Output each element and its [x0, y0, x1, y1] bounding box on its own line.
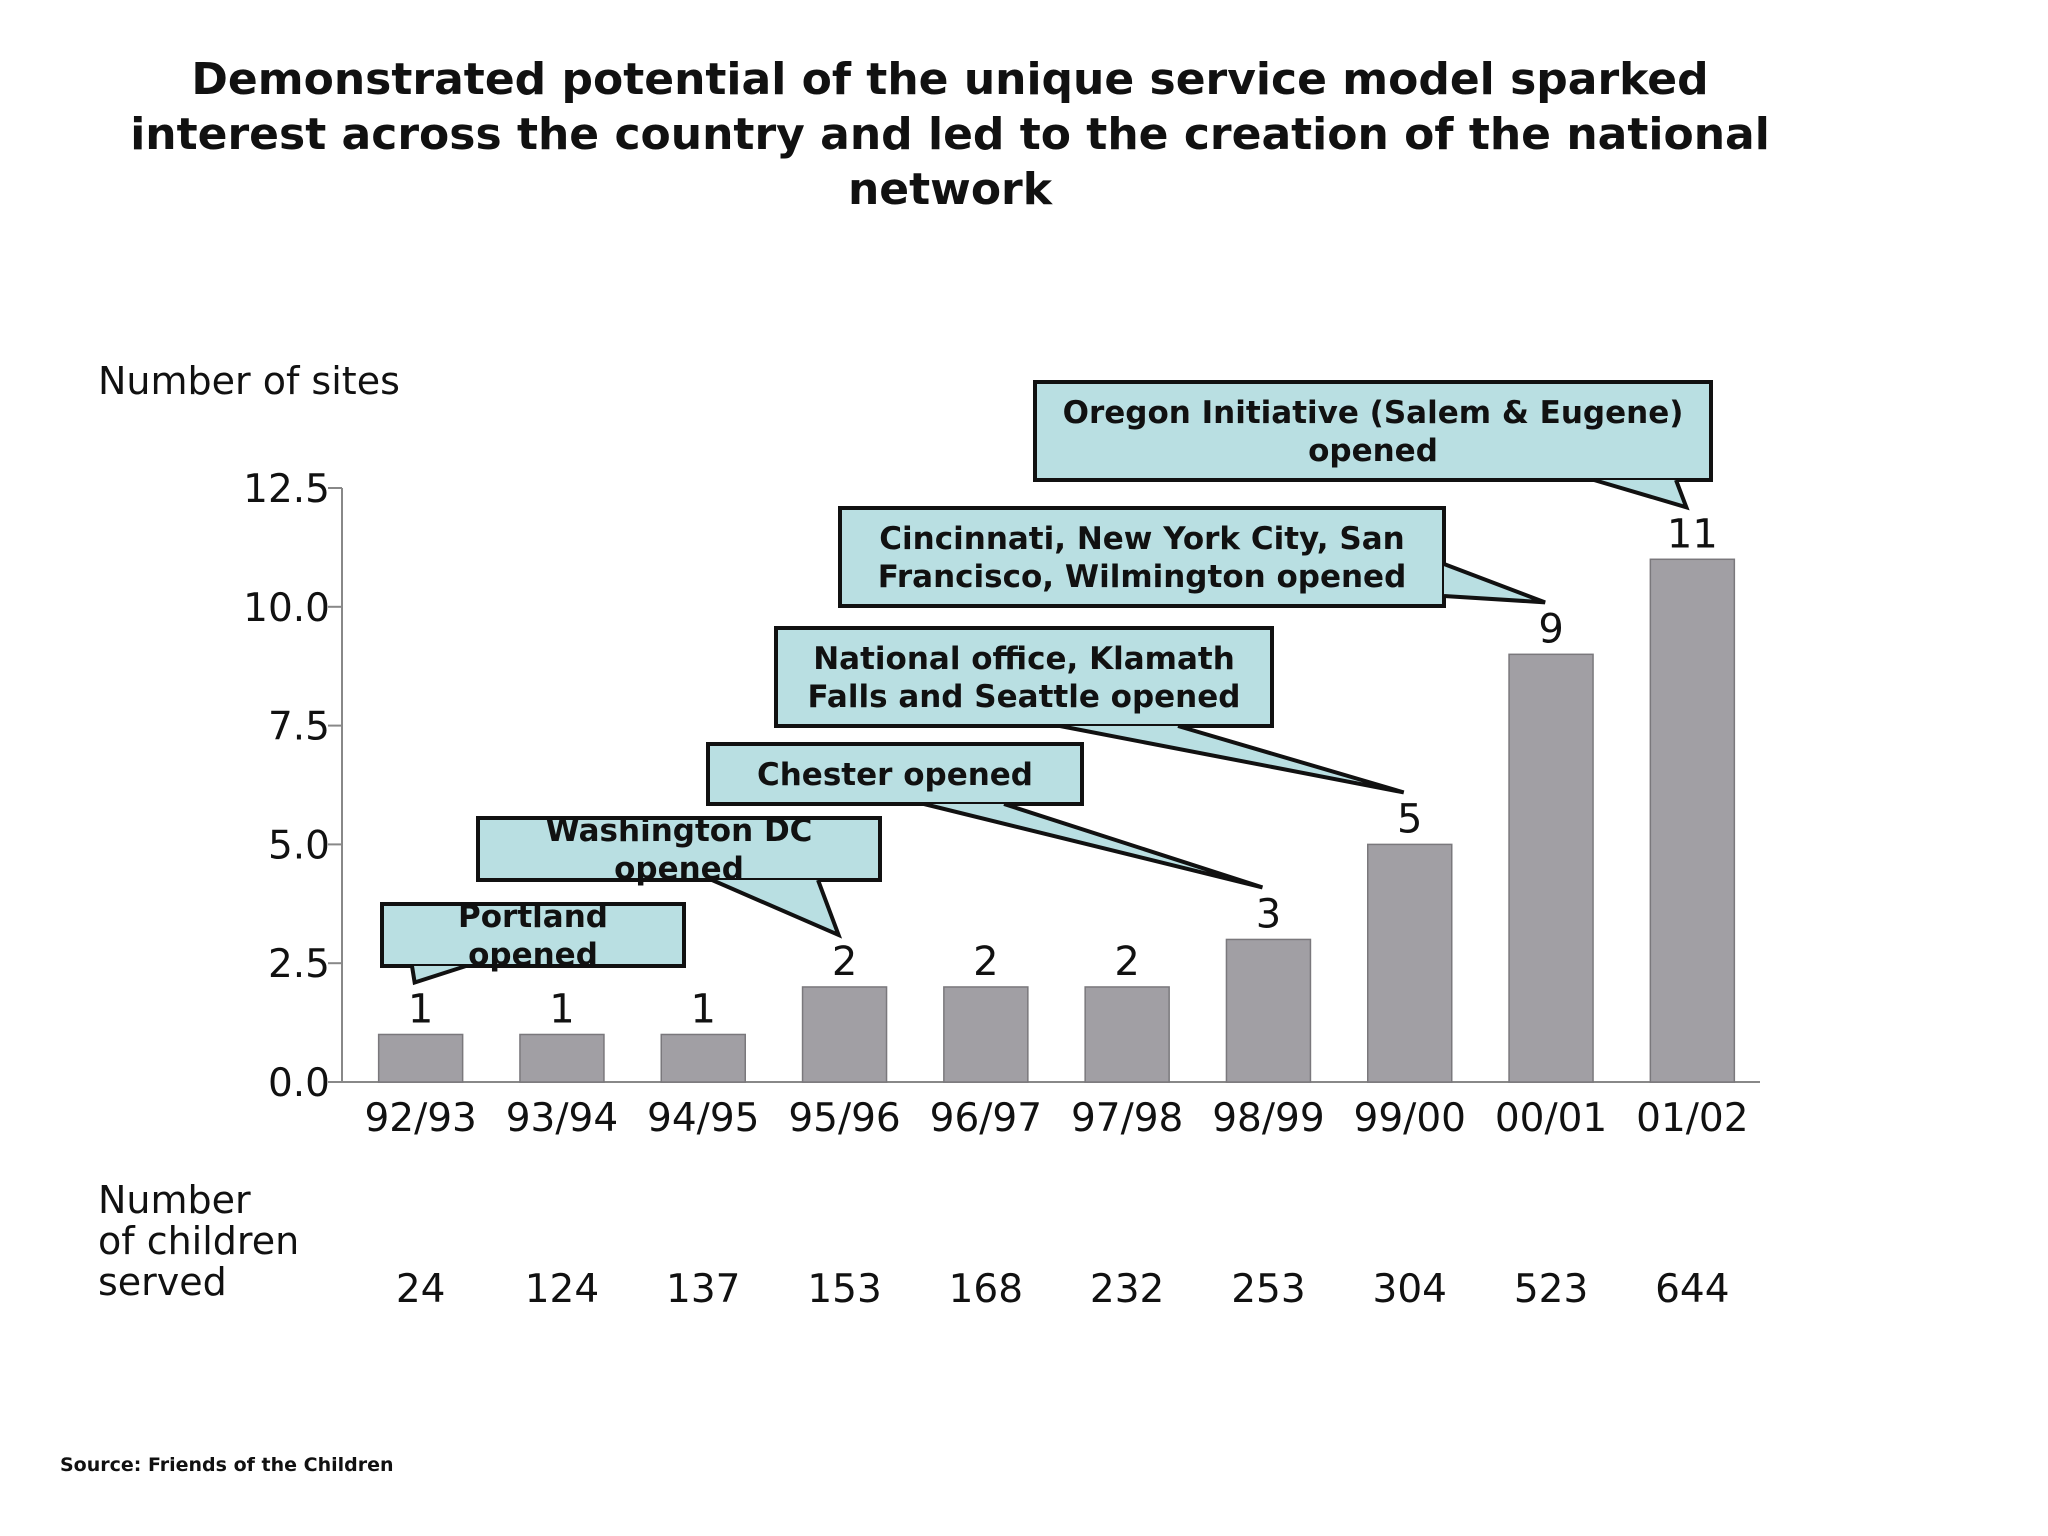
callout-box: [706, 742, 1084, 806]
callout-98-99: Chester opened: [706, 742, 1264, 890]
callout-pointer-outline: [711, 878, 843, 939]
bar-value-label: 9: [1538, 606, 1563, 652]
callout-box: [774, 626, 1274, 728]
bar: [943, 986, 1029, 1083]
callout-text: Chester opened: [757, 757, 1033, 793]
bar: [1367, 843, 1453, 1083]
x-category-label: 94/95: [647, 1096, 759, 1141]
callout-text: National office, Klamath: [813, 641, 1235, 677]
y-axis-title: Number of sites: [98, 359, 400, 403]
callout-pointer-outline: [923, 802, 1264, 890]
callout-box: [838, 506, 1446, 608]
callout-text: Francisco, Wilmington opened: [878, 559, 1407, 595]
y-tick-label: 2.5: [268, 942, 330, 987]
children-served-value: 232: [1090, 1267, 1164, 1312]
callout-text: Falls and Seattle opened: [808, 679, 1241, 715]
x-category-label: 97/98: [1071, 1096, 1183, 1141]
callout-text: Cincinnati, New York City, San: [879, 521, 1404, 557]
bar-value-label: 1: [691, 986, 716, 1032]
children-served-value: 137: [666, 1267, 740, 1312]
callout-text: Washington DC: [546, 813, 813, 849]
callout-box: [380, 902, 686, 968]
bar-value-label: 1: [408, 986, 433, 1032]
callout-pointer-outline: [1059, 724, 1405, 795]
children-served-value: 304: [1373, 1267, 1447, 1312]
callout-text: Portland: [458, 899, 608, 935]
bar-value-label: 2: [832, 939, 857, 985]
callout-text: Oregon Initiative (Salem & Eugene): [1063, 395, 1684, 431]
callout-pointer-outline: [410, 964, 467, 986]
x-category-label: 99/00: [1354, 1096, 1466, 1141]
bar-value-label: 3: [1256, 891, 1281, 937]
y-tick-label: 12.5: [243, 467, 330, 512]
bar-value-label: 2: [1114, 939, 1139, 985]
y-tick-label: 10.0: [243, 586, 330, 631]
callout-00-01: Cincinnati, New York City, SanFrancisco,…: [838, 506, 1546, 608]
x-category-label: 93/94: [506, 1096, 618, 1141]
callout-text: opened: [614, 851, 744, 887]
y-tick-label: 5.0: [268, 823, 330, 868]
children-served-value: 24: [396, 1267, 446, 1312]
callout-box: [1033, 380, 1713, 482]
x-category-label: 95/96: [788, 1096, 900, 1141]
x-category-label: 00/01: [1495, 1096, 1607, 1141]
bar-value-label: 2: [973, 939, 998, 985]
page-title: Demonstrated potential of the unique ser…: [130, 54, 1770, 215]
bar-value-label: 11: [1667, 511, 1718, 557]
bar: [1508, 653, 1594, 1083]
children-served-value: 523: [1514, 1267, 1588, 1312]
bar: [660, 1033, 746, 1083]
children-served-value: 253: [1231, 1267, 1305, 1312]
bar-value-label: 1: [549, 986, 574, 1032]
children-served-value: 124: [525, 1267, 599, 1312]
x-category-label: 96/97: [930, 1096, 1042, 1141]
children-served-value: 168: [949, 1267, 1023, 1312]
bar: [377, 1033, 464, 1083]
children-served-label: Number of children served: [98, 1178, 300, 1304]
x-category-label: 98/99: [1212, 1096, 1324, 1141]
callout-text: opened: [468, 937, 598, 973]
bar: [1649, 558, 1736, 1083]
callout-pointer-outline: [1593, 478, 1690, 511]
children-served-value: 153: [807, 1267, 881, 1312]
callout-text: opened: [1308, 433, 1438, 469]
bar: [519, 1033, 605, 1083]
bar: [801, 986, 888, 1083]
source-note: Source: Friends of the Children: [60, 1454, 394, 1476]
y-tick-label: 7.5: [268, 705, 330, 750]
children-served-value: 644: [1655, 1267, 1729, 1312]
bar: [1225, 938, 1312, 1083]
x-category-label: 92/93: [364, 1096, 476, 1141]
callout-pointer-outline: [1443, 562, 1546, 605]
bar-value-label: 5: [1397, 796, 1422, 842]
y-tick-label: 0.0: [268, 1061, 330, 1106]
callout-box: [476, 816, 882, 882]
bar: [1084, 986, 1170, 1083]
x-category-label: 01/02: [1636, 1096, 1748, 1141]
callout-01-02: Oregon Initiative (Salem & Eugene)opened: [1033, 380, 1713, 511]
